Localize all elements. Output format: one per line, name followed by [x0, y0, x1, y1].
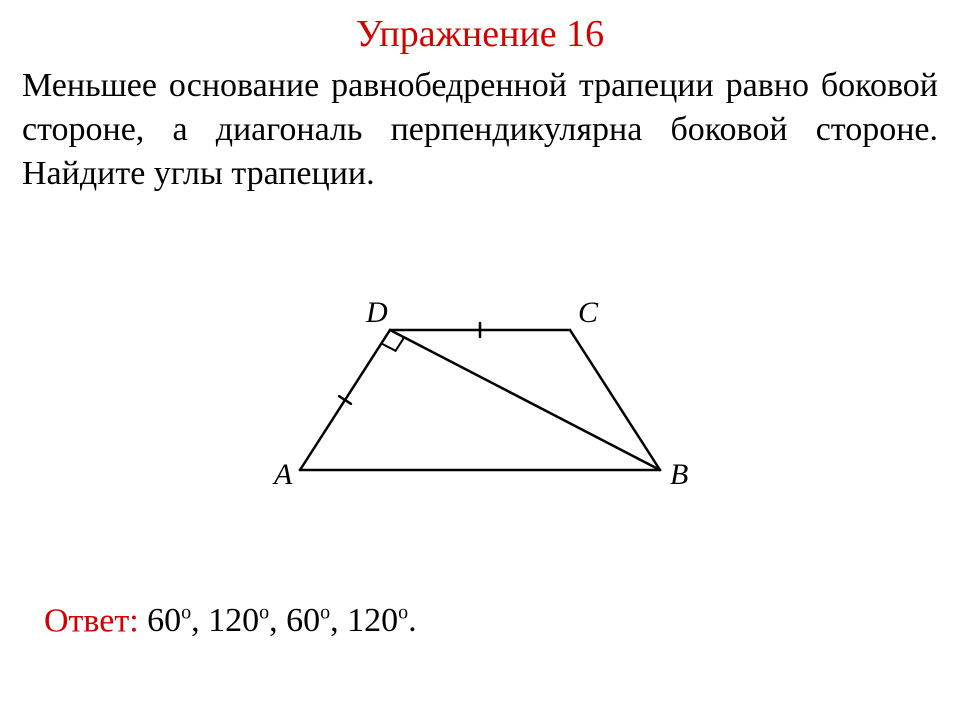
svg-text:A: A	[272, 458, 293, 491]
answer-values: 60о, 120о, 60о, 120о.	[147, 602, 417, 639]
trapezoid-diagram: A B C D	[240, 290, 720, 510]
svg-text:C: C	[578, 296, 599, 329]
svg-text:B: B	[670, 458, 688, 491]
exercise-title: Упражнение 16	[0, 0, 960, 56]
answer-line: Ответ: 60о, 120о, 60о, 120о.	[44, 602, 417, 640]
slide: Упражнение 16 Меньшее основание равнобед…	[0, 0, 960, 720]
svg-text:D: D	[365, 296, 388, 329]
answer-label: Ответ:	[44, 602, 147, 639]
problem-statement: Меньшее основание равнобедренной трапеци…	[0, 64, 960, 197]
